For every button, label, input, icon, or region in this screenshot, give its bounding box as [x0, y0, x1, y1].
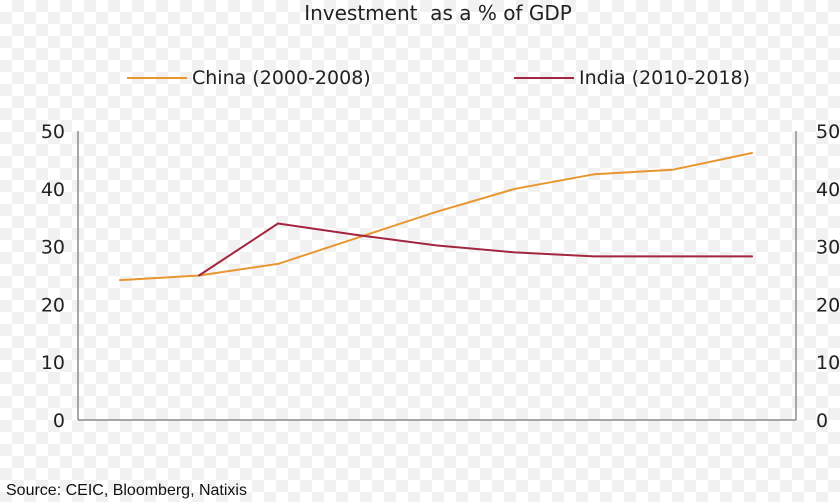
chart: Investment as a % of GDP China (2000-200…	[41, 1, 840, 432]
y-axis-left-labels: 0 10 20 30 40 50	[41, 121, 65, 432]
legend-label-india: India (2010-2018)	[579, 67, 750, 89]
axes	[77, 131, 797, 421]
series-line-china	[119, 152, 753, 282]
legend-label-china: China (2000-2008)	[192, 67, 371, 89]
y-tick-label-right: 20	[816, 294, 840, 316]
y-tick-label-right: 0	[816, 410, 828, 432]
series-line-india	[198, 222, 753, 277]
y-tick-label-left: 0	[53, 410, 65, 432]
y-tick-label-left: 50	[41, 121, 65, 143]
y-tick-label-right: 30	[816, 237, 840, 259]
y-tick-label-left: 20	[41, 294, 65, 316]
legend: China (2000-2008) India (2010-2018)	[127, 67, 750, 89]
y-tick-label-left: 30	[41, 237, 65, 259]
y-tick-label-left: 40	[41, 179, 65, 201]
y-tick-label-left: 10	[41, 352, 65, 374]
chart-title: Investment as a % of GDP	[304, 1, 572, 25]
y-tick-label-right: 50	[816, 121, 840, 143]
y-tick-label-right: 40	[816, 179, 840, 201]
source-note: Source: CEIC, Bloomberg, Natixis	[6, 482, 247, 499]
y-axis-right-labels: 0 10 20 30 40 50	[816, 121, 840, 432]
y-tick-label-right: 10	[816, 352, 840, 374]
series-lines	[119, 152, 753, 282]
